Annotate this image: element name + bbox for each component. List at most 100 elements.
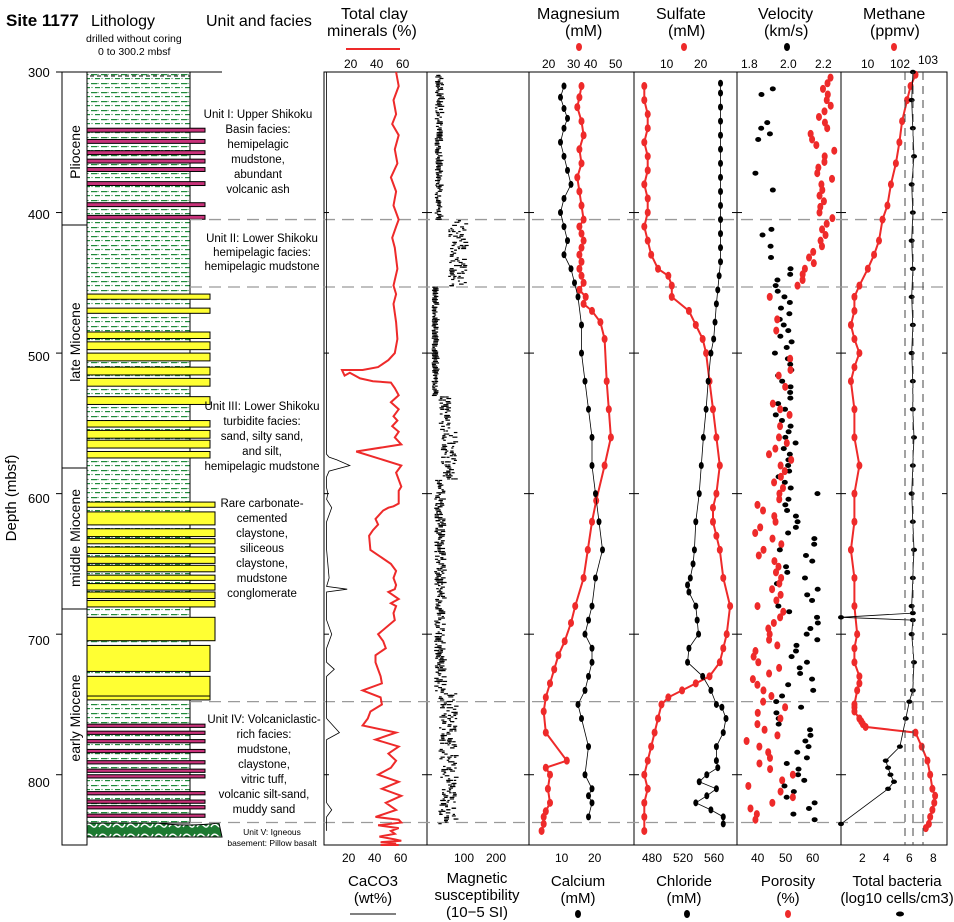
magsus-point xyxy=(435,529,438,531)
magsus-point xyxy=(449,272,454,274)
meth-title-2: (ppmv) xyxy=(870,23,920,40)
magsus-point xyxy=(456,272,462,274)
lithology-bed xyxy=(86,538,216,545)
magsus-point xyxy=(434,385,438,387)
velocity-point xyxy=(766,131,773,137)
methane-point xyxy=(851,573,858,582)
magsus-point xyxy=(438,584,441,587)
magsus-point xyxy=(440,408,445,410)
magsus-point xyxy=(441,564,446,567)
magsus-point xyxy=(434,380,439,383)
unit1-line: Unit I: Upper Shikoku xyxy=(204,109,313,121)
magsus-point xyxy=(440,530,446,533)
cl-bottom-tick: 480 xyxy=(642,851,662,865)
magsus-points xyxy=(431,74,469,825)
chloride-point xyxy=(713,300,719,308)
magsus-point xyxy=(439,77,444,80)
velocity-point xyxy=(768,255,775,261)
methane-line xyxy=(849,74,937,829)
magsus-point xyxy=(440,557,444,559)
so4-title-1: Sulfate xyxy=(656,6,706,23)
magsus-point xyxy=(443,447,446,449)
velocity-point xyxy=(807,727,814,733)
magsus-point xyxy=(437,213,440,216)
magsus-point xyxy=(452,269,457,271)
magsus-point xyxy=(433,314,437,316)
magsus-point xyxy=(443,472,448,474)
magsus-point xyxy=(436,492,440,494)
magsus-point xyxy=(435,555,440,557)
magsus-point xyxy=(435,183,440,185)
magsus-point xyxy=(442,739,446,741)
porosity-point xyxy=(818,242,825,251)
magsus-point xyxy=(438,130,443,132)
magsus-point xyxy=(442,792,445,794)
bact-legend-dot xyxy=(896,911,904,917)
velocity-point xyxy=(783,344,790,350)
magsus-point xyxy=(442,680,448,683)
unit4-line: muddy sand xyxy=(233,804,296,816)
magsus-point xyxy=(444,452,447,454)
methane-point xyxy=(929,784,936,793)
magnesium-point xyxy=(561,637,568,646)
chloride-point xyxy=(713,785,719,793)
magsus-point xyxy=(437,663,441,666)
magsus-point xyxy=(453,801,456,803)
magsus-point xyxy=(436,512,439,514)
unit3b-line: conglomerate xyxy=(227,588,297,600)
magsus-point xyxy=(450,721,455,723)
sulfate-point xyxy=(723,630,730,639)
velocity-point xyxy=(787,384,794,390)
porosity-point xyxy=(773,326,780,335)
magsus-point xyxy=(439,121,443,123)
porosity-point xyxy=(810,259,817,268)
chloride-point xyxy=(719,703,725,711)
bacteria-point xyxy=(885,786,892,791)
age-early-miocene: early Miocene xyxy=(67,674,83,761)
magsus-point xyxy=(439,588,443,590)
age-column-frame xyxy=(61,71,88,846)
magsus-point xyxy=(451,230,456,233)
unit4-line: claystone, xyxy=(238,759,290,771)
porosity-point xyxy=(754,602,761,611)
sulfate-point xyxy=(665,693,672,702)
magsus-point xyxy=(441,489,444,491)
porosity-point xyxy=(809,135,816,144)
magsus-point xyxy=(459,266,465,268)
magsus-point xyxy=(440,448,445,451)
lithology-bed xyxy=(86,528,216,538)
sulfate-point xyxy=(644,784,651,793)
velocity-point xyxy=(773,710,780,716)
magnesium-point xyxy=(576,285,583,294)
methane-point xyxy=(847,545,854,554)
sulfate-point xyxy=(658,700,665,709)
lithology-bed xyxy=(86,511,216,526)
magsus-point xyxy=(434,640,437,642)
magsus-point xyxy=(450,785,454,788)
magsus-point xyxy=(432,294,437,296)
magsus-point xyxy=(453,744,457,746)
magsus-point xyxy=(434,636,440,638)
magsus-point xyxy=(440,736,445,738)
unit3b-line: mudstone xyxy=(237,573,288,585)
magsus-point xyxy=(454,249,457,251)
magsus-point xyxy=(436,115,440,117)
calcium-point xyxy=(586,616,591,624)
magsus-point xyxy=(461,272,465,274)
magsus-point xyxy=(440,648,446,650)
magsus-point xyxy=(435,577,439,579)
calcium-point xyxy=(558,93,563,101)
porosity-point xyxy=(755,658,762,667)
sulfate-point xyxy=(727,602,734,611)
magsus-point xyxy=(453,745,458,747)
porosity-point xyxy=(777,590,784,599)
lithology-bed xyxy=(86,546,216,555)
magsus-point xyxy=(435,504,438,506)
sulfate-point xyxy=(644,208,651,217)
porosity-point xyxy=(757,523,764,532)
magsus-point xyxy=(437,543,442,545)
magsus-point xyxy=(447,714,452,717)
magsus-point xyxy=(436,128,441,131)
bacteria-point xyxy=(908,603,915,609)
unit1-line: mudstone, xyxy=(231,154,285,166)
